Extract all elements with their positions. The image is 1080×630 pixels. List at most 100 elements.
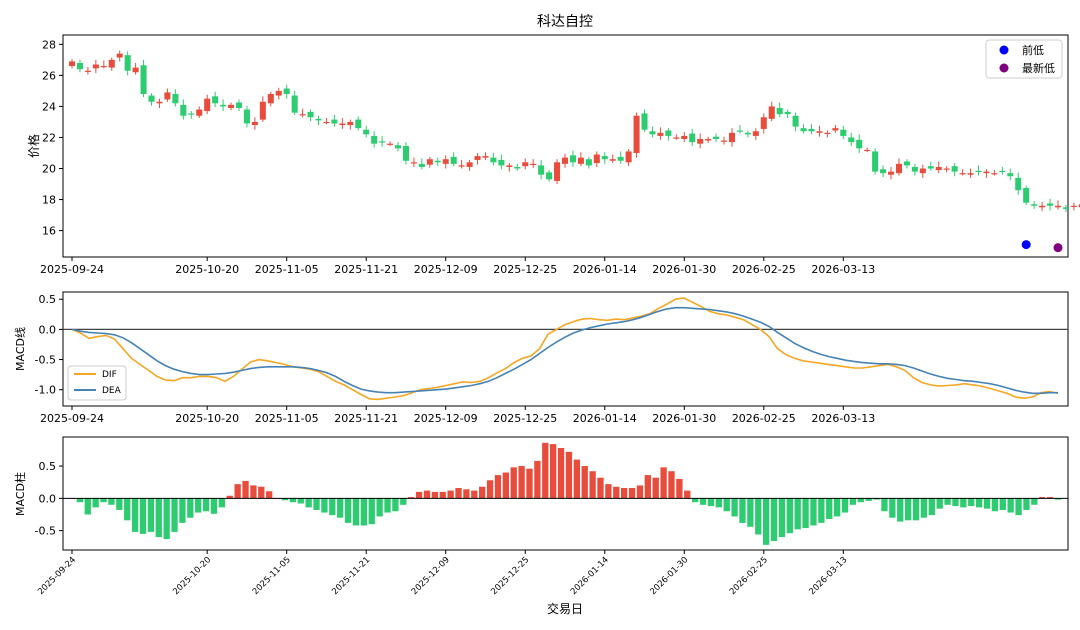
hist-bar — [975, 498, 983, 508]
xtick-label: 2025-11-21 — [334, 263, 398, 276]
candle — [196, 106, 203, 119]
hist-bar — [423, 490, 431, 499]
hist-bar — [84, 498, 91, 515]
hist-bar — [1023, 498, 1030, 510]
hist-bar — [676, 478, 683, 499]
candle — [617, 151, 624, 164]
candle — [434, 157, 441, 167]
hist-bar — [802, 498, 809, 529]
xtick-label: 2026-03-13 — [811, 412, 875, 425]
hist-bar — [124, 498, 131, 521]
hist-bar — [1015, 498, 1022, 516]
candle — [363, 125, 370, 138]
chart-title: 科达自控 — [537, 14, 593, 30]
price-ytick-label: 26 — [42, 69, 56, 82]
candle — [554, 159, 561, 185]
candle — [943, 166, 950, 173]
xtick-label: 2026-03-13 — [811, 263, 875, 276]
hist-bar — [242, 480, 249, 499]
candle — [736, 125, 743, 134]
candle — [593, 151, 600, 167]
candle — [402, 142, 409, 165]
hist-bar — [329, 498, 336, 516]
hist-bar — [155, 498, 162, 538]
macd-hist-panel: 0.50.0-0.5 MACD柱 2025-09-24 2025-10-20 202… — [13, 436, 1069, 616]
hist-bar — [778, 498, 786, 538]
candle — [951, 163, 958, 177]
candle — [418, 158, 425, 170]
hist-bar — [723, 498, 730, 512]
price-ylabel: 价格 — [26, 134, 41, 158]
candle — [315, 115, 322, 126]
candle — [585, 156, 592, 169]
candle — [132, 62, 139, 75]
hist-bar — [865, 498, 872, 501]
candle — [561, 153, 569, 168]
candle — [609, 154, 616, 164]
hist-bar — [337, 498, 344, 518]
xtick-label: 2025-12-09 — [414, 412, 478, 425]
candle — [124, 51, 131, 76]
candle — [228, 102, 235, 111]
candle — [1078, 204, 1080, 208]
candle — [991, 170, 998, 176]
candle — [259, 96, 266, 122]
hist-bar — [234, 484, 241, 499]
xtick-label: 2025-11-05 — [255, 412, 319, 425]
hist-bar — [281, 498, 289, 501]
hist-bar — [755, 498, 762, 535]
price-ytick-label: 18 — [42, 194, 56, 207]
hist-bar — [510, 467, 517, 499]
hist-bar — [360, 498, 368, 526]
hist-bar — [881, 498, 888, 512]
hist-bar — [289, 498, 297, 503]
hist-bar — [557, 447, 565, 499]
hist-ylabel: MACD柱 — [13, 472, 27, 516]
candle — [68, 59, 76, 69]
candle — [164, 88, 171, 102]
hist-xtick-label: 2026-02-25 — [728, 555, 770, 597]
hist-bar — [486, 480, 494, 499]
hist-bar — [518, 466, 525, 499]
hist-bar — [960, 498, 967, 508]
hist-bar — [715, 498, 722, 508]
hist-bar — [889, 498, 896, 518]
candle — [251, 117, 258, 130]
hist-bar — [431, 491, 439, 499]
candle — [1031, 201, 1038, 209]
candle — [307, 109, 314, 122]
candle — [339, 118, 346, 129]
candle — [681, 132, 688, 143]
xtick-label: 2025-10-20 — [175, 412, 239, 425]
hist-bar — [250, 485, 257, 499]
hist-bar — [415, 491, 423, 499]
candle — [267, 91, 274, 107]
candle — [458, 159, 465, 169]
candle — [498, 154, 505, 170]
candle — [840, 125, 847, 140]
candle — [975, 165, 982, 176]
hist-bar — [479, 486, 486, 499]
hist-bar — [920, 498, 928, 518]
hist-xtick-label: 2026-01-14 — [569, 555, 611, 597]
candle — [1047, 198, 1054, 211]
xtick-label: 2026-02-25 — [732, 412, 796, 425]
candle — [530, 159, 537, 168]
legend-prev-low-marker — [999, 45, 1009, 55]
hist-bar — [873, 498, 880, 500]
hist-bar — [818, 498, 825, 523]
candle — [410, 157, 417, 167]
hist-bar — [455, 488, 462, 499]
price-y-ticks: 16 18 20 22 24 26 28 — [42, 38, 63, 238]
legend-prev-low-label: 前低 — [1022, 43, 1044, 57]
hist-xtick-label: 2026-03-13 — [807, 555, 849, 597]
candle — [768, 101, 775, 122]
dif-line — [71, 297, 1059, 401]
candle — [76, 59, 83, 73]
candle — [212, 91, 219, 108]
hist-bar — [392, 498, 399, 512]
candle — [625, 149, 632, 167]
hist-bar — [76, 498, 84, 503]
hist-bar — [597, 477, 604, 499]
hist-bar — [707, 498, 715, 507]
